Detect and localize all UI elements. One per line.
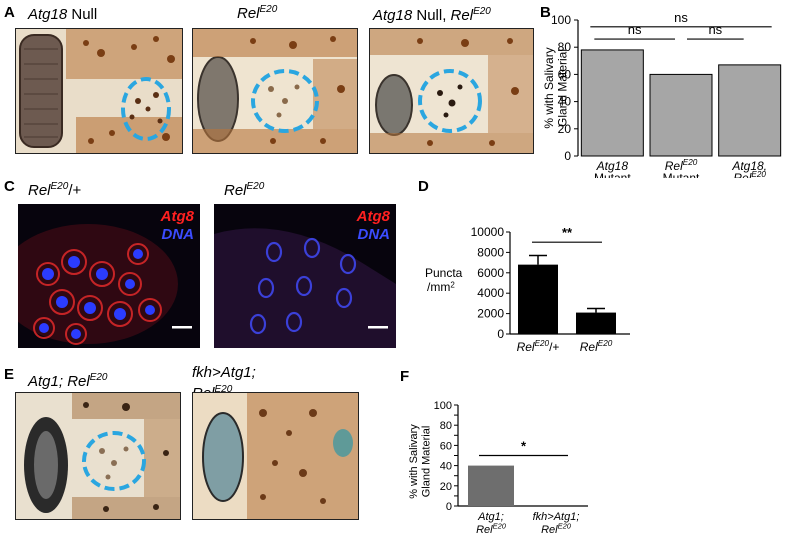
y-tick-label: 6000 [477, 266, 504, 280]
chart-f: 0 20 40 60 80 100% with SalivaryGland Materia… [408, 400, 588, 536]
x-tick-label: RelE20 [476, 522, 507, 536]
x-tick-label: RelE20 [541, 522, 572, 536]
bar-0 [468, 465, 514, 506]
y-tick-label: 40 [558, 95, 572, 109]
y-tick-label: 4000 [477, 286, 504, 300]
x-tick-label: Mutant [663, 171, 700, 178]
y-tick-label: 20 [558, 122, 572, 136]
y-tick-label: 100 [551, 13, 571, 27]
panel-a-title-2: RelE20 [237, 4, 278, 22]
stain-label-atg8: Atg8 [356, 208, 390, 225]
y-tick-label: 0 [446, 501, 452, 513]
y-axis-label: % with SalivaryGland Material [542, 47, 570, 128]
significance-label: ns [708, 22, 722, 37]
fluorescence-image-rel-e20: Atg8 DNA [214, 204, 396, 348]
x-tick-label: RelE20 [733, 170, 766, 178]
panel-a-title-1: Atg18 Null [28, 6, 98, 23]
x-tick-label: RelE20/+ [517, 339, 560, 354]
micrograph-atg18-null [15, 28, 183, 154]
y-tick-label: 60 [558, 67, 572, 81]
chart-d: 0 2000 4000 6000 8000 10000 Puncta/mm2 RelE20/+… [425, 225, 630, 354]
stain-label-dna: DNA [357, 226, 391, 243]
panel-label-a: A [4, 4, 15, 21]
panel-label-c: C [4, 178, 15, 195]
bar-1 [576, 312, 616, 334]
x-tick-label: Mutant [594, 171, 631, 178]
y-tick-label: 0 [497, 327, 504, 341]
bar-2 [718, 64, 782, 157]
fluorescence-image-rel-e20-het: Atg8 DNA [18, 204, 200, 348]
x-tick-label: Atg18 [596, 159, 629, 173]
stain-label-atg8: Atg8 [160, 208, 194, 225]
significance-label: * [521, 439, 527, 454]
significance-label: ns [674, 10, 688, 25]
stain-label-dna: DNA [161, 226, 195, 243]
y-tick-label: 40 [440, 461, 452, 473]
y-tick-label: 80 [440, 420, 452, 432]
bar-0 [580, 49, 644, 157]
panel-label-e: E [4, 366, 15, 383]
panel-e-title-1: Atg1; RelE20 [28, 372, 108, 390]
x-tick-label: RelE20 [580, 339, 613, 354]
micrograph-fkh-atg1-rel-e20 [192, 392, 359, 520]
x-tick-label: RelE20 [665, 158, 698, 173]
y-axis-label: Puncta/mm2 [425, 266, 463, 294]
y-tick-label: 100 [434, 400, 452, 412]
panel-a-title-3: Atg18 Null, RelE20 [373, 6, 491, 24]
x-tick-label: Atg1; [477, 511, 504, 523]
y-tick-label: 80 [558, 40, 572, 54]
y-tick-label: 0 [564, 149, 571, 163]
panel-label-d: D [418, 178, 429, 195]
panel-c-title-1: RelE20/+ [28, 181, 82, 199]
micrograph-rel-e20 [192, 28, 358, 154]
bar-0 [518, 264, 558, 334]
y-tick-label: 2000 [477, 307, 504, 321]
micrograph-atg1-rel-e20 [15, 392, 181, 520]
y-tick-label: 60 [440, 440, 452, 452]
significance-label: ** [562, 225, 573, 240]
y-tick-label: 20 [440, 481, 452, 493]
micrograph-atg18-null-rel-e20 [369, 28, 534, 154]
panel-label-b: B [540, 4, 551, 21]
significance-label: ns [628, 22, 642, 37]
panel-c-title-2: RelE20 [224, 181, 265, 199]
y-axis-label: % with SalivaryGland Material [408, 424, 433, 499]
x-tick-label: Atg18, [731, 159, 767, 173]
x-tick-label: fkh>Atg1; [533, 511, 580, 523]
panel-label-f: F [400, 368, 410, 385]
bar-1 [649, 73, 713, 157]
chart-b: 0 20 40 60 80 100 % with SalivaryGland Materia… [542, 10, 782, 178]
y-tick-label: 10000 [471, 225, 505, 239]
y-tick-label: 8000 [477, 245, 504, 259]
